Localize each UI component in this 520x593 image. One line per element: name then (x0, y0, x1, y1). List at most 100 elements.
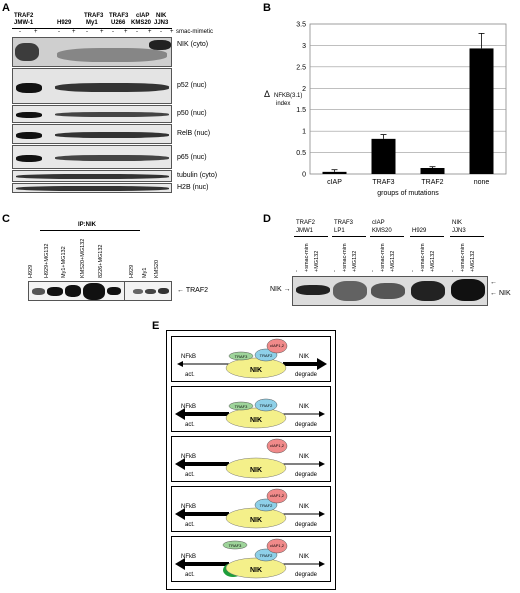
nik-arrow-label: NIK (299, 554, 309, 560)
group-label: TRAF2 (296, 220, 316, 226)
y-tick-label: 2 (302, 86, 306, 93)
x-tick-label: none (474, 179, 490, 186)
group-label: JJN3 (154, 20, 169, 26)
degrade-label: degrade (295, 522, 318, 528)
lane-label: +smac-mim (420, 243, 426, 272)
traf2-label: TRAF2 (260, 503, 273, 508)
lane-label: - (370, 270, 376, 272)
ciap-label: cIAP1,2 (270, 443, 285, 448)
act-label: act. (185, 422, 195, 428)
traf2-label: TRAF2 (260, 353, 273, 358)
diagram-box: NIK TRAF3 TRAF2 cIAP1,2 NFkB act. NIK degrade (171, 536, 331, 582)
y-axis-label: NFKB(3.1) (274, 93, 302, 99)
y-tick-label: 3.5 (296, 22, 306, 29)
act-label: act. (185, 472, 195, 478)
band (145, 289, 156, 294)
bar (371, 138, 396, 174)
y-tick-label: 1 (302, 129, 306, 136)
minus-sign: - (19, 29, 21, 35)
plus-sign: + (34, 29, 38, 35)
group-label: cIAP (372, 220, 385, 226)
y-axis-label-index: index (276, 101, 290, 107)
lane-label: H929 (129, 264, 135, 278)
ciap-blob (266, 438, 288, 454)
diagram-box: NIK TRAF2 cIAP1,2 NFkB act. NIK degrade (171, 486, 331, 532)
plus-sign: + (148, 29, 152, 35)
lane-label: +MG132 (314, 250, 320, 272)
blot-label: p52 (nuc) (177, 82, 207, 89)
traf3-blob (228, 351, 254, 361)
band (16, 83, 42, 93)
lane-label: +smac-mim (304, 243, 310, 272)
nfkb-label: NFkB (181, 554, 196, 560)
lane-label: +MG132 (352, 250, 358, 272)
ciap-label: cIAP1,2 (270, 343, 285, 348)
panel-b-letter: B (263, 2, 271, 14)
arrow-left-head (175, 458, 185, 470)
group-label: TRAF3 (109, 13, 129, 19)
arrow-left-head (175, 508, 185, 520)
right-label-text: NIK (498, 290, 511, 297)
left-label-text: NIK (270, 286, 282, 293)
x-tick-label: TRAF3 (372, 179, 394, 186)
group-label: H929 (57, 20, 72, 26)
arrow-right-head (319, 511, 325, 517)
bar (420, 168, 445, 174)
plus-sign: + (100, 29, 104, 35)
y-axis-delta: Δ (264, 89, 270, 99)
treatment-label: smac-mimetic (176, 29, 213, 35)
nik-arrow-label: NIK (299, 454, 309, 460)
act-label: act. (185, 372, 195, 378)
blot-label: RelB (nuc) (177, 130, 211, 137)
band (55, 112, 169, 117)
ip-underline (40, 230, 140, 231)
traf2-label: TRAF2 (260, 403, 273, 408)
group-label: JMW1 (296, 228, 313, 234)
minus-sign: - (86, 29, 88, 35)
panel-a-letter: A (2, 2, 10, 14)
traf3-label: TRAF3 (235, 354, 248, 359)
lane-label: +MG132 (390, 250, 396, 272)
lane-label: - (332, 270, 338, 272)
band (83, 283, 105, 300)
bar-chart: 0 0.5 1 1.5 2 2.5 3 3.5 cIAP TRAF3 TRAF2 none groups… (264, 22, 507, 197)
nfkb-label: NFkB (181, 354, 196, 360)
nik-label: NIK (250, 417, 262, 424)
nik-blob (225, 407, 287, 429)
lane-label: +smac-mim (380, 243, 386, 272)
blot-tubulin (12, 170, 172, 182)
band (158, 288, 169, 294)
traf3-label: TRAF3 (229, 543, 242, 548)
group-label: TRAF3 (84, 13, 104, 19)
x-axis-label: groups of mutations (377, 190, 439, 197)
right-label: ← NIK (490, 290, 511, 297)
nik-arrow-label: NIK (299, 504, 309, 510)
blot-h2b (12, 183, 172, 193)
group-label: U266 (111, 20, 126, 26)
group-label: JJN3 (452, 228, 466, 234)
arrow-left-head (175, 558, 185, 570)
bar (322, 171, 347, 174)
y-tick-label: 3 (302, 43, 306, 50)
arrow-left-head (177, 361, 183, 367)
blot-traf2 (28, 281, 172, 301)
group-label: NIK (156, 13, 167, 19)
band (333, 281, 367, 301)
band (16, 132, 42, 139)
nfkb-label: NFkB (181, 504, 196, 510)
lane-label: My1+MG132 (61, 246, 67, 278)
band (107, 287, 121, 295)
panel-c-letter: C (2, 213, 10, 225)
blot-nik (12, 37, 172, 67)
bar (469, 48, 494, 174)
traf2-blob (254, 398, 278, 412)
lane-label: My1 (142, 267, 148, 278)
group-underline (294, 236, 328, 237)
degrade-label: degrade (295, 422, 318, 428)
minus-sign: - (58, 29, 60, 35)
lane-label: +MG132 (470, 250, 476, 272)
degrade-label: degrade (295, 372, 318, 378)
panel-d-letter: D (263, 213, 271, 225)
y-tick-label: 0.5 (296, 150, 306, 157)
group-label: H929 (412, 228, 427, 234)
